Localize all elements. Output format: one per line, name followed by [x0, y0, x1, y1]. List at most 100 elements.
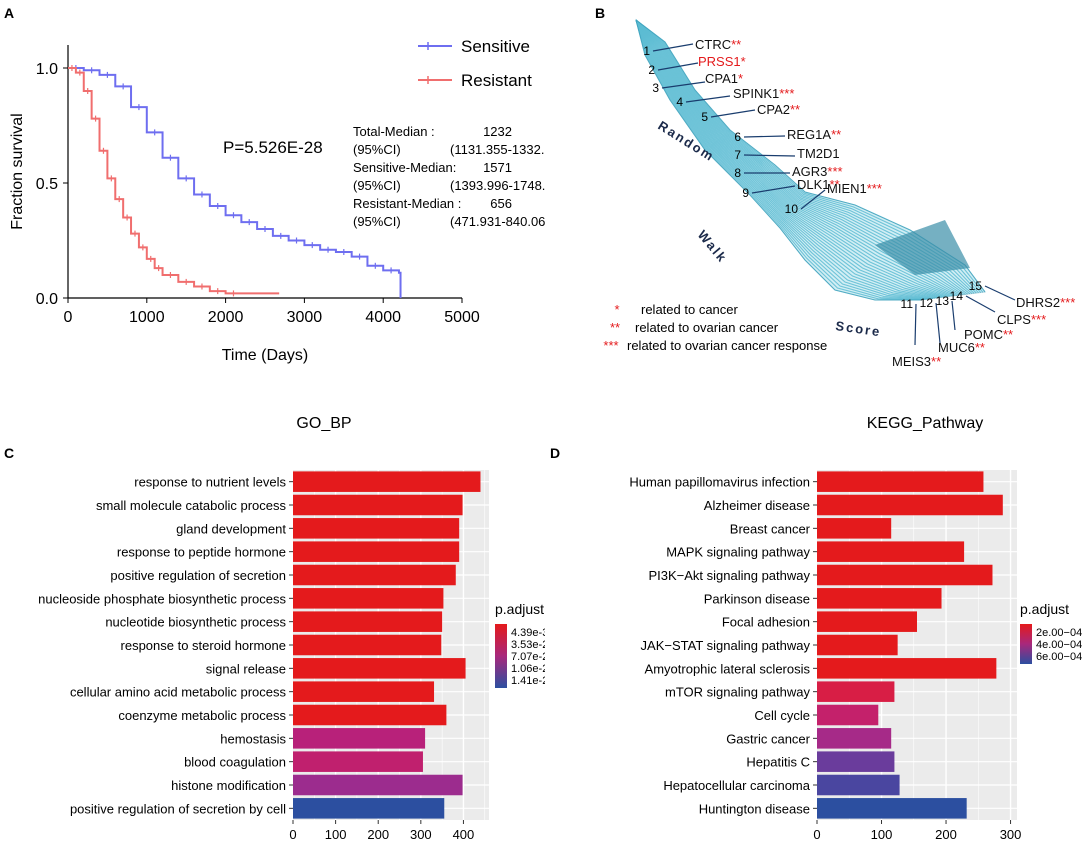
x-tick-label: 1000	[129, 309, 165, 326]
x-tick-label: 4000	[365, 309, 401, 326]
category-label: mTOR signaling pathway	[665, 685, 810, 700]
gene-label-muc6: MUC6**	[938, 340, 985, 355]
gene-label-dlk1: DLK1**	[797, 177, 840, 192]
gene-name: DHRS2	[1016, 295, 1060, 310]
gene-leader-line	[652, 43, 694, 52]
stats-label: (95%CI)	[353, 142, 401, 157]
bar	[293, 774, 463, 796]
x-tick-label: 100	[325, 827, 347, 842]
gene-significance-stars: **	[731, 37, 741, 52]
category-label: histone modification	[171, 778, 286, 793]
legend-label-resistant: Resistant	[461, 71, 532, 90]
go-bp-bar-chart: C GO_BP response to nutrient levels small …	[4, 415, 554, 842]
ribbon-strand	[635, 19, 942, 298]
ribbon-strand	[635, 19, 940, 299]
panel-b: B Random Walk Score 1 CTRC** 2 PRSS1* 3 CPA1* 4 SP…	[545, 0, 1084, 390]
category-label: Alzheimer disease	[704, 498, 810, 513]
category-label: Huntington disease	[699, 801, 810, 816]
ribbon-strand	[635, 19, 938, 299]
gene-significance-stars: *	[741, 54, 746, 69]
gene-significance-stars: ***	[867, 181, 882, 196]
y-tick-label: 0.0	[36, 291, 58, 308]
bar	[293, 471, 481, 492]
panel-a: A 0 1000 2000 3000 4000 5000 0.0 0.5 1.0 Time (Da…	[0, 0, 571, 390]
legend-text: related to ovarian cancer	[635, 320, 779, 335]
bar	[817, 471, 984, 492]
category-label: cellular amino acid metabolic process	[70, 685, 287, 700]
gene-rank-number: 10	[785, 202, 799, 216]
legend-label: 3.53e-28	[511, 639, 545, 651]
bar	[293, 518, 460, 539]
bar	[293, 494, 463, 516]
category-label: Parkinson disease	[704, 591, 810, 606]
ribbon-strand	[635, 19, 958, 296]
gene-rank-number: 6	[734, 130, 741, 144]
gene-leader-line	[661, 81, 706, 89]
gene-significance-stars: **	[931, 354, 941, 369]
gene-leader-line	[657, 62, 699, 71]
ribbon-strand	[635, 19, 944, 298]
category-label: Amyotrophic lateral sclerosis	[645, 661, 811, 676]
panel-label-c: C	[4, 445, 14, 461]
ribbon-fold	[875, 220, 970, 275]
survival-chart: A 0 1000 2000 3000 4000 5000 0.0 0.5 1.0 Time (Da…	[4, 5, 571, 364]
gene-significance-stars: **	[830, 177, 840, 192]
bar	[817, 518, 892, 539]
x-tick-label: 300	[410, 827, 432, 842]
stats-label: (95%CI)	[353, 178, 401, 193]
gene-significance-stars: **	[975, 340, 985, 355]
gene-leader-line	[951, 300, 956, 331]
ribbon-strand	[635, 19, 953, 297]
gene-name: CTRC	[695, 37, 731, 52]
gene-rank-number: 2	[648, 63, 655, 77]
legend-stars: ***	[603, 338, 618, 353]
bar	[293, 564, 456, 586]
gene-leader-line	[914, 303, 917, 346]
category-label: positive regulation of secretion by cell	[70, 801, 286, 816]
ribbon-strand	[635, 19, 955, 297]
legend-stars: **	[610, 320, 620, 335]
gene-label-dhrs2: DHRS2***	[1016, 295, 1075, 310]
category-label: PI3K−Akt signaling pathway	[648, 568, 810, 583]
bar	[293, 588, 444, 609]
legend-text: related to cancer	[641, 302, 739, 317]
gene-rank-number: 15	[969, 279, 983, 293]
category-label: positive regulation of secretion	[110, 568, 286, 583]
gene-name: CPA1	[705, 71, 738, 86]
legend-color-bar	[1020, 624, 1032, 664]
category-label: nucleotide biosynthetic process	[105, 615, 286, 630]
gene-name: MUC6	[938, 340, 975, 355]
bar	[817, 704, 879, 726]
legend-title: p.adjust	[1020, 601, 1069, 617]
gene-name: AGR3	[792, 164, 827, 179]
gene-name: SPINK1	[733, 86, 779, 101]
ribbon-strand	[635, 19, 951, 297]
gene-significance-stars: ***	[827, 164, 842, 179]
bar	[817, 611, 917, 632]
gene-rank-number: 8	[734, 166, 741, 180]
gene-significance-stars: ***	[779, 86, 794, 101]
category-label: response to nutrient levels	[134, 475, 286, 490]
bar	[293, 681, 435, 702]
gene-label-clps: CLPS***	[997, 312, 1046, 327]
bar	[817, 564, 993, 586]
bar	[817, 634, 898, 656]
gene-leader-line	[984, 285, 1016, 301]
ribbon-strand	[635, 19, 927, 300]
gene-rank-number: 3	[652, 81, 659, 95]
ribbon-strand	[635, 19, 925, 301]
gene-label-tm2d1: TM2D1	[797, 146, 840, 161]
bar	[817, 541, 965, 562]
panel-label-d: D	[550, 445, 560, 461]
axis-word-score: Score	[835, 318, 883, 339]
category-label: Human papillomavirus infection	[629, 475, 810, 490]
category-label: nucleoside phosphate biosynthetic proces…	[38, 591, 286, 606]
gene-significance-stars: **	[790, 102, 800, 117]
ribbon-strand	[635, 19, 920, 301]
gene-significance-stars: ***	[1060, 295, 1075, 310]
bar	[817, 751, 895, 772]
category-label: response to peptide hormone	[117, 545, 286, 560]
bar	[293, 541, 460, 562]
gene-rank-number: 14	[950, 289, 964, 303]
